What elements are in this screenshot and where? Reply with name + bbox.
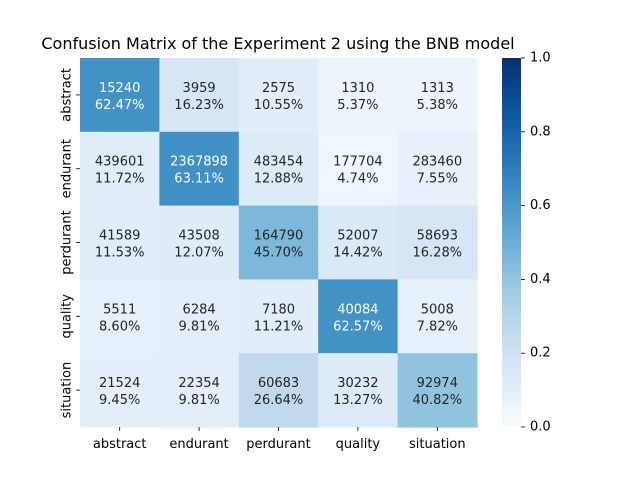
y-axis: abstract endurant perdurant quality situatio… <box>60 68 80 419</box>
cell-percent-label: 11.53% <box>95 246 145 261</box>
cell-quality-situation <box>397 279 478 354</box>
cell-count-label: 43508 <box>178 229 219 244</box>
cell-percent-label: 13.27% <box>333 393 383 408</box>
cell-abstract-situation <box>397 58 478 133</box>
colorbar-axis: 0.0 0.2 0.4 0.6 0.8 1.0 <box>521 51 551 435</box>
cell-quality-abstract <box>80 279 160 354</box>
cell-percent-label: 40.82% <box>413 393 463 408</box>
cell-endurant-abstract <box>80 131 160 207</box>
colorbar-tick-label: 0.0 <box>530 420 551 435</box>
cell-count-label: 22354 <box>178 376 219 391</box>
cell-percent-label: 7.82% <box>417 319 458 334</box>
cell-perdurant-endurant <box>159 205 240 280</box>
cell-count-label: 1313 <box>421 81 454 96</box>
cell-count-label: 6284 <box>183 302 216 317</box>
cell-perdurant-perdurant <box>238 205 319 280</box>
cell-percent-label: 9.81% <box>178 319 219 334</box>
cell-count-label: 60683 <box>258 376 299 391</box>
cell-count-label: 92974 <box>417 376 458 391</box>
cell-count-label: 52007 <box>337 229 378 244</box>
cell-count-label: 283460 <box>412 155 462 170</box>
cell-percent-label: 4.74% <box>337 172 378 187</box>
cell-situation-endurant <box>159 353 240 428</box>
cell-count-label: 5511 <box>103 302 136 317</box>
cell-count-label: 7180 <box>262 302 295 317</box>
colorbar-tick-label: 0.4 <box>530 272 551 287</box>
cell-percent-label: 8.60% <box>99 319 140 334</box>
cell-count-label: 15240 <box>99 81 140 96</box>
cell-situation-perdurant <box>238 353 319 428</box>
cell-percent-label: 14.42% <box>333 246 383 261</box>
cell-percent-label: 62.57% <box>333 319 383 334</box>
cell-situation-situation <box>397 353 478 428</box>
colorbar <box>502 58 521 427</box>
cell-count-label: 1310 <box>341 81 374 96</box>
cell-count-label: 439601 <box>95 155 145 170</box>
cell-abstract-quality <box>318 58 399 133</box>
cell-percent-label: 45.70% <box>254 246 304 261</box>
x-tick-label: situation <box>409 437 466 452</box>
colorbar-tick-label: 0.6 <box>530 198 551 213</box>
cell-percent-label: 9.45% <box>99 393 140 408</box>
cell-percent-label: 12.07% <box>174 246 224 261</box>
cell-percent-label: 11.72% <box>95 172 145 187</box>
cell-count-label: 41589 <box>99 229 140 244</box>
cell-count-label: 58693 <box>417 229 458 244</box>
x-tick-label: abstract <box>93 437 147 452</box>
cell-count-label: 2575 <box>262 81 295 96</box>
cell-endurant-endurant <box>159 131 240 207</box>
x-tick-label: quality <box>336 437 381 452</box>
cell-percent-label: 62.47% <box>95 98 145 113</box>
cell-percent-label: 12.88% <box>254 172 304 187</box>
cell-percent-label: 26.64% <box>254 393 304 408</box>
y-tick-label: abstract <box>60 68 75 122</box>
cell-percent-label: 7.55% <box>417 172 458 187</box>
cell-quality-perdurant <box>238 279 319 354</box>
cell-count-label: 2367898 <box>170 155 228 170</box>
y-tick-label: endurant <box>60 139 75 198</box>
cell-endurant-situation <box>397 131 478 207</box>
cell-count-label: 21524 <box>99 376 140 391</box>
cell-endurant-perdurant <box>238 131 319 207</box>
cell-percent-label: 16.28% <box>413 246 463 261</box>
cell-percent-label: 5.38% <box>417 98 458 113</box>
chart-title: Confusion Matrix of the Experiment 2 usi… <box>41 34 514 53</box>
cell-abstract-endurant <box>159 58 240 133</box>
colorbar-tick-label: 0.8 <box>530 124 551 139</box>
cell-percent-label: 11.21% <box>254 319 304 334</box>
cell-perdurant-abstract <box>80 205 160 280</box>
cell-quality-quality <box>318 279 399 354</box>
colorbar-tick-label: 0.2 <box>530 346 551 361</box>
cell-percent-label: 5.37% <box>337 98 378 113</box>
cell-count-label: 3959 <box>183 81 216 96</box>
cell-abstract-abstract <box>80 58 160 133</box>
cell-count-label: 177704 <box>333 155 383 170</box>
x-axis: abstract endurant perdurant quality situatio… <box>93 427 466 452</box>
cell-situation-quality <box>318 353 399 428</box>
y-tick-label: quality <box>60 294 75 339</box>
cell-endurant-quality <box>318 131 399 207</box>
cell-situation-abstract <box>80 353 160 428</box>
x-tick-label: endurant <box>169 437 228 452</box>
cell-perdurant-quality <box>318 205 399 280</box>
cell-percent-label: 10.55% <box>254 98 304 113</box>
y-tick-label: situation <box>60 362 75 419</box>
cell-quality-endurant <box>159 279 240 354</box>
cell-count-label: 164790 <box>254 229 304 244</box>
cell-percent-label: 16.23% <box>174 98 224 113</box>
cell-percent-label: 63.11% <box>174 172 224 187</box>
cell-abstract-perdurant <box>238 58 319 133</box>
cell-count-label: 483454 <box>254 155 304 170</box>
cell-count-label: 30232 <box>337 376 378 391</box>
y-tick-label: perdurant <box>60 210 75 275</box>
heatmap-cells <box>80 58 478 428</box>
cell-count-label: 5008 <box>421 302 454 317</box>
cell-perdurant-situation <box>397 205 478 280</box>
cell-percent-label: 9.81% <box>178 393 219 408</box>
cell-count-label: 40084 <box>337 302 378 317</box>
heatmap-cell-labels: 15240 62.47% 3959 16.23% 2575 10.55% 1310 5.37%… <box>95 81 462 408</box>
colorbar-tick-label: 1.0 <box>530 51 551 66</box>
x-tick-label: perdurant <box>246 437 311 452</box>
